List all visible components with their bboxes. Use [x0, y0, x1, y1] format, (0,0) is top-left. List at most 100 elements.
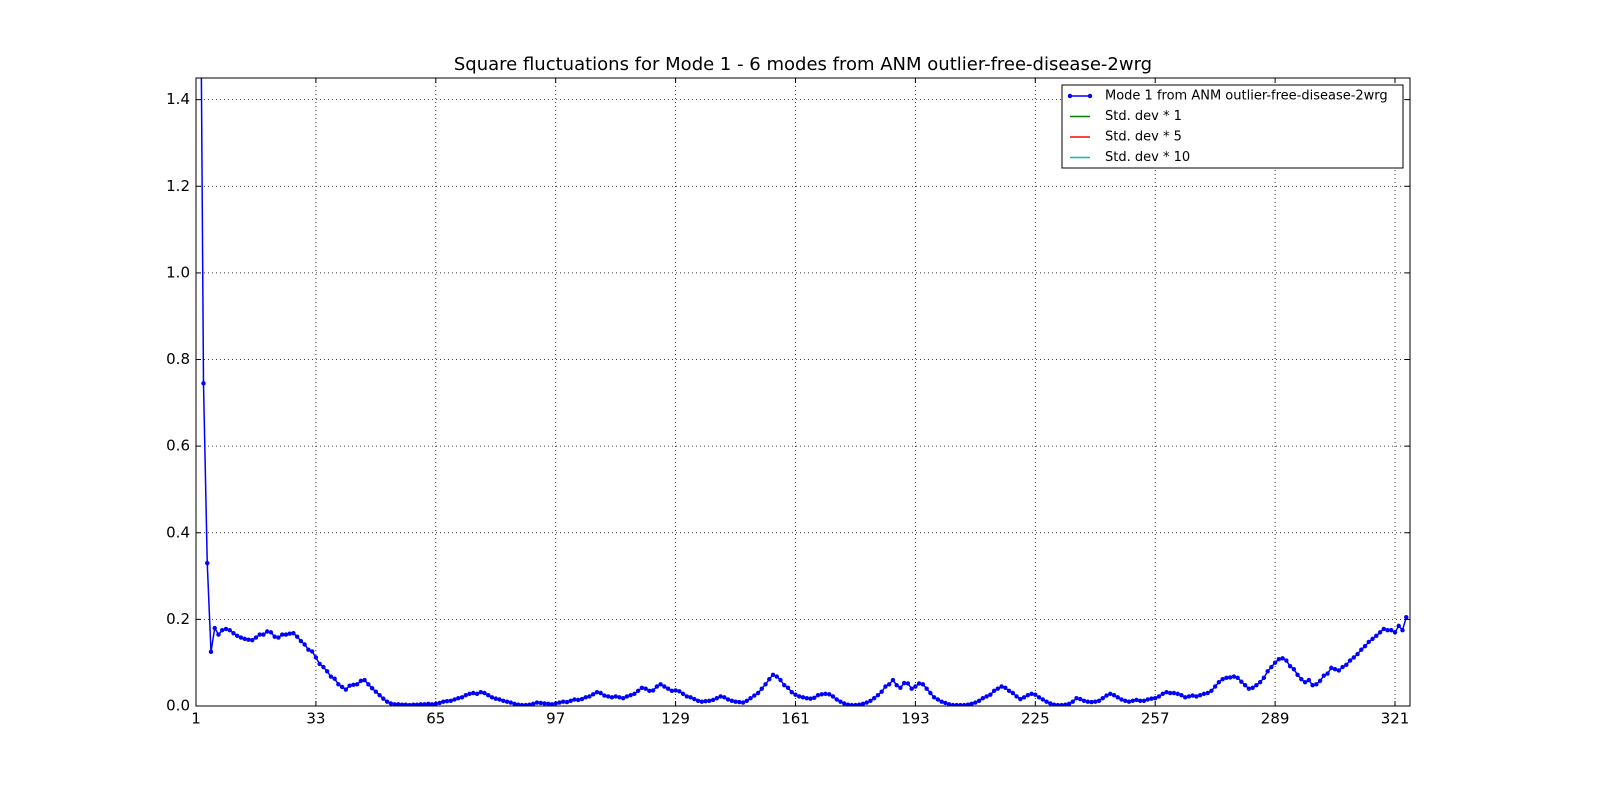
data-point — [478, 689, 483, 695]
data-point — [242, 636, 247, 642]
data-point — [860, 701, 866, 706]
data-point — [740, 700, 746, 705]
data-point — [489, 695, 495, 700]
data-point — [313, 655, 319, 660]
data-point — [1171, 690, 1177, 696]
data-point — [235, 633, 240, 639]
data-point — [1321, 673, 1327, 678]
data-point — [253, 635, 259, 640]
data-point — [1048, 701, 1053, 706]
data-point — [1284, 658, 1289, 663]
data-point — [1141, 698, 1147, 704]
data-point — [635, 688, 641, 694]
data-point — [650, 688, 656, 693]
data-point — [935, 697, 941, 702]
data-point — [1396, 623, 1401, 629]
data-point — [205, 560, 210, 566]
data-point — [583, 695, 588, 700]
legend-marker — [1067, 93, 1073, 99]
data-point — [909, 686, 914, 691]
data-point — [1175, 691, 1180, 697]
data-point — [755, 690, 761, 696]
data-point — [849, 702, 854, 706]
legend-label: Std. dev * 1 — [1105, 109, 1182, 124]
data-point — [808, 696, 813, 701]
data-point — [377, 692, 382, 698]
data-point — [1351, 655, 1356, 660]
data-point — [1182, 695, 1188, 700]
data-point — [991, 688, 997, 694]
data-point — [560, 699, 566, 704]
data-point — [1336, 668, 1342, 673]
data-point — [1100, 696, 1105, 701]
legend: Mode 1 from ANM outlier-free-disease-2wr… — [1061, 84, 1404, 169]
data-point — [1179, 692, 1184, 698]
data-point — [1059, 702, 1064, 706]
data-point — [729, 698, 735, 704]
data-point — [980, 696, 986, 701]
data-point — [1246, 686, 1252, 691]
data-point — [1340, 664, 1345, 670]
data-point — [474, 691, 480, 697]
data-point — [819, 692, 824, 697]
data-point — [1235, 675, 1240, 681]
data-point — [1332, 666, 1338, 672]
data-point — [471, 690, 476, 696]
data-point — [384, 699, 390, 704]
data-point — [864, 700, 869, 705]
data-point — [684, 694, 690, 699]
data-point — [261, 632, 266, 637]
data-point — [418, 702, 424, 706]
data-point — [411, 702, 416, 706]
y-tick-label: 0.8 — [166, 350, 190, 368]
data-point — [748, 696, 753, 701]
data-point — [946, 702, 952, 706]
data-point — [1276, 657, 1282, 662]
data-point — [654, 684, 660, 689]
x-tick-label: 193 — [901, 710, 930, 728]
data-point — [422, 702, 427, 706]
data-point — [898, 685, 903, 691]
data-point — [901, 680, 907, 686]
data-point — [231, 631, 236, 636]
data-point — [317, 661, 322, 667]
x-tick-label: 65 — [426, 710, 445, 728]
data-point — [714, 696, 720, 701]
data-point — [1254, 683, 1259, 688]
data-point — [568, 698, 573, 704]
data-point — [336, 682, 341, 687]
data-point — [504, 699, 510, 704]
plot-area — [200, 78, 1409, 706]
data-point — [950, 702, 956, 706]
data-point — [1055, 702, 1060, 706]
data-point — [441, 699, 446, 704]
data-point — [834, 697, 839, 702]
data-point — [1317, 678, 1323, 684]
y-tick-label: 1.4 — [166, 90, 190, 108]
data-point — [1344, 662, 1349, 668]
data-point — [369, 686, 375, 691]
data-point — [1227, 675, 1233, 680]
data-point — [665, 686, 671, 691]
data-point — [594, 689, 600, 695]
data-point — [403, 702, 409, 706]
data-point — [931, 695, 937, 700]
data-point — [1006, 688, 1012, 694]
data-point — [467, 691, 472, 697]
data-point — [920, 682, 926, 687]
data-point — [590, 692, 596, 697]
data-point — [1374, 633, 1379, 639]
x-tick-label: 1 — [191, 710, 201, 728]
data-point — [354, 682, 360, 687]
data-point — [722, 695, 727, 700]
data-point — [392, 702, 397, 706]
data-point — [1119, 697, 1124, 702]
data-point — [875, 692, 881, 698]
data-point — [1291, 666, 1297, 672]
data-point — [1265, 669, 1270, 674]
data-point — [1347, 658, 1353, 663]
data-point — [1108, 691, 1113, 697]
data-point — [613, 694, 618, 699]
data-point — [534, 700, 540, 705]
data-point — [1216, 679, 1222, 685]
